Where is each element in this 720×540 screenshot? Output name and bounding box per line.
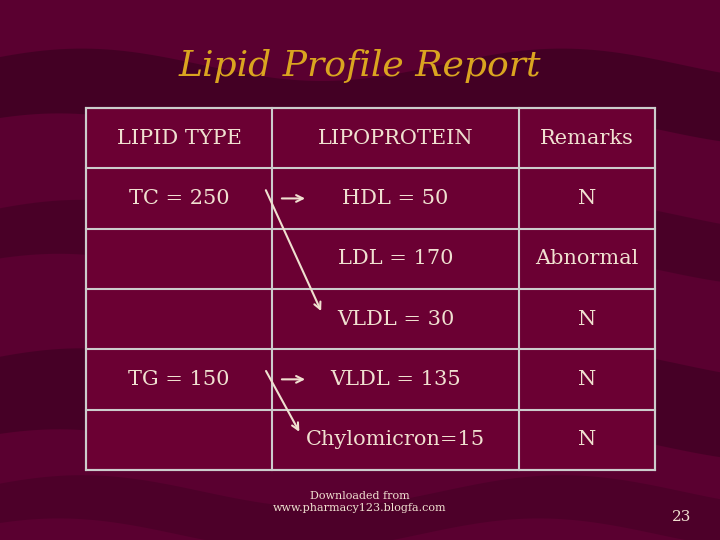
Text: Downloaded from
www.pharmacy123.blogfa.com: Downloaded from www.pharmacy123.blogfa.c… <box>273 491 447 513</box>
PathPatch shape <box>0 348 720 462</box>
PathPatch shape <box>0 475 720 540</box>
Text: LIPOPROTEIN: LIPOPROTEIN <box>318 129 473 147</box>
Text: Chylomicron=15: Chylomicron=15 <box>306 430 485 449</box>
PathPatch shape <box>0 200 720 286</box>
Text: N: N <box>578 309 596 328</box>
Text: Remarks: Remarks <box>540 129 634 147</box>
Text: Lipid Profile Report: Lipid Profile Report <box>179 49 541 83</box>
Text: Abnormal: Abnormal <box>536 249 639 268</box>
Text: VLDL = 30: VLDL = 30 <box>337 309 454 328</box>
PathPatch shape <box>0 49 720 146</box>
Text: 23: 23 <box>672 510 691 524</box>
Text: LDL = 170: LDL = 170 <box>338 249 454 268</box>
Text: HDL = 50: HDL = 50 <box>342 189 449 208</box>
Text: VLDL = 135: VLDL = 135 <box>330 370 461 389</box>
Text: TC = 250: TC = 250 <box>129 189 230 208</box>
Bar <box>86 108 655 470</box>
Text: LIPID TYPE: LIPID TYPE <box>117 129 242 147</box>
Text: TG = 150: TG = 150 <box>128 370 230 389</box>
Text: N: N <box>578 430 596 449</box>
Text: N: N <box>578 189 596 208</box>
Text: N: N <box>578 370 596 389</box>
